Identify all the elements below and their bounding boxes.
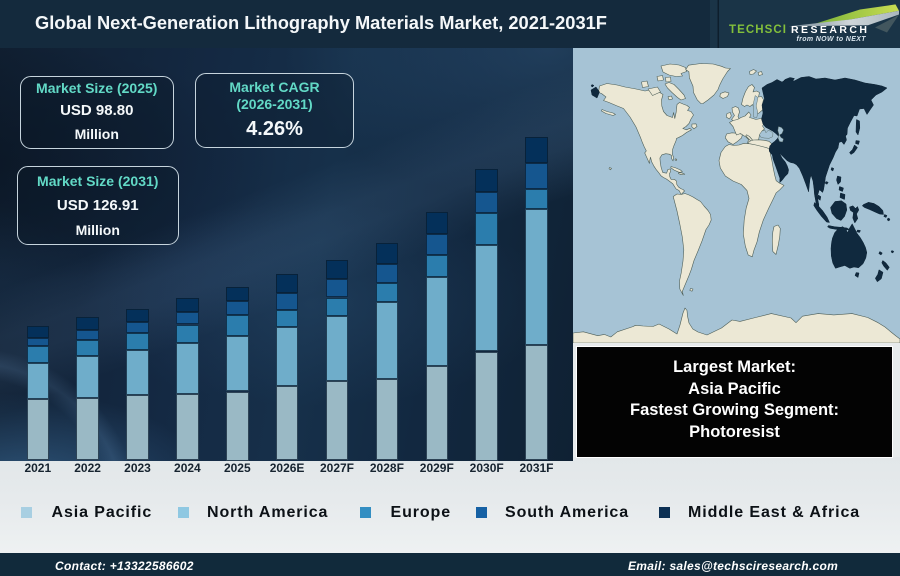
svg-text:from NOW to NEXT: from NOW to NEXT xyxy=(797,36,867,43)
svg-text:RESEARCH: RESEARCH xyxy=(791,24,867,36)
svg-text:TECHSCI: TECHSCI xyxy=(729,24,786,36)
